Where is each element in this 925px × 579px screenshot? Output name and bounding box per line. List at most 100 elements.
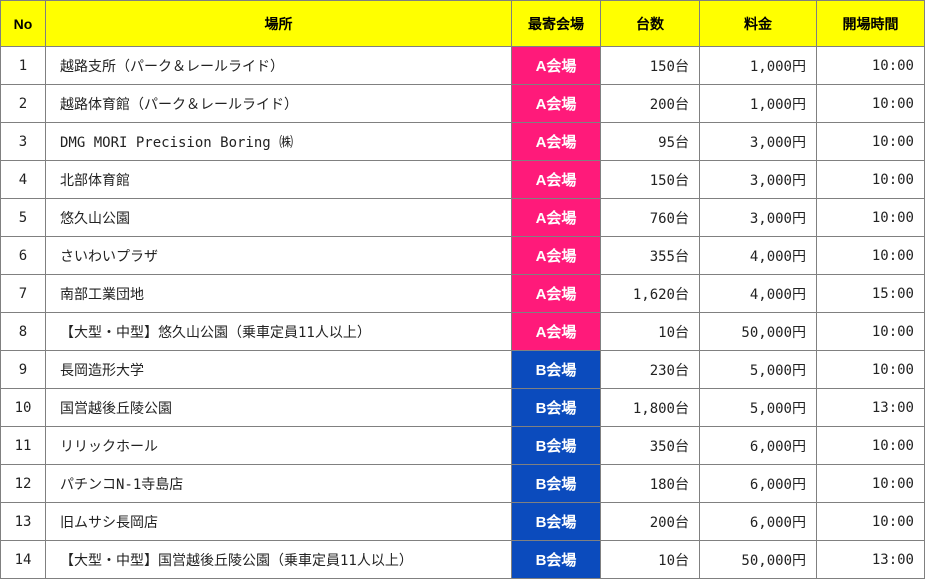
header-place: 場所 bbox=[45, 0, 512, 47]
row-no: 6 bbox=[0, 236, 46, 275]
table-row: 6 さいわいプラザ A会場 355台 4,000円 10:00 bbox=[0, 236, 925, 275]
row-fee: 4,000円 bbox=[699, 236, 817, 275]
table-row: 3 DMG MORI Precision Boring ㈱ A会場 95台 3,000円… bbox=[0, 122, 925, 161]
row-place: 悠久山公園 bbox=[45, 198, 512, 237]
row-no: 9 bbox=[0, 350, 46, 389]
table-row: 14 【大型・中型】国営越後丘陵公園（乗車定員11人以上） B会場 10台 50,000… bbox=[0, 540, 925, 579]
row-open-time: 10:00 bbox=[816, 350, 925, 389]
row-no: 4 bbox=[0, 160, 46, 199]
row-count: 10台 bbox=[600, 312, 700, 351]
row-no: 7 bbox=[0, 274, 46, 313]
row-open-time: 13:00 bbox=[816, 388, 925, 427]
table-row: 4 北部体育館 A会場 150台 3,000円 10:00 bbox=[0, 160, 925, 199]
row-venue-badge: A会場 bbox=[511, 160, 601, 199]
row-fee: 6,000円 bbox=[699, 426, 817, 465]
row-no: 10 bbox=[0, 388, 46, 427]
row-place: 【大型・中型】悠久山公園（乗車定員11人以上） bbox=[45, 312, 512, 351]
row-fee: 50,000円 bbox=[699, 312, 817, 351]
row-fee: 3,000円 bbox=[699, 122, 817, 161]
row-count: 230台 bbox=[600, 350, 700, 389]
row-count: 760台 bbox=[600, 198, 700, 237]
row-place: さいわいプラザ bbox=[45, 236, 512, 275]
row-open-time: 10:00 bbox=[816, 236, 925, 275]
table-row: 7 南部工業団地 A会場 1,620台 4,000円 15:00 bbox=[0, 274, 925, 313]
row-open-time: 10:00 bbox=[816, 160, 925, 199]
row-venue-badge: A会場 bbox=[511, 122, 601, 161]
row-place: 【大型・中型】国営越後丘陵公園（乗車定員11人以上） bbox=[45, 540, 512, 579]
row-count: 355台 bbox=[600, 236, 700, 275]
row-fee: 6,000円 bbox=[699, 464, 817, 503]
table-row: 9 長岡造形大学 B会場 230台 5,000円 10:00 bbox=[0, 350, 925, 389]
row-fee: 3,000円 bbox=[699, 198, 817, 237]
row-fee: 5,000円 bbox=[699, 388, 817, 427]
header-count: 台数 bbox=[600, 0, 700, 47]
row-no: 1 bbox=[0, 46, 46, 85]
row-no: 2 bbox=[0, 84, 46, 123]
row-place: 南部工業団地 bbox=[45, 274, 512, 313]
header-row: No 場所 最寄会場 台数 料金 開場時間 bbox=[0, 0, 925, 47]
row-count: 1,800台 bbox=[600, 388, 700, 427]
row-place: リリックホール bbox=[45, 426, 512, 465]
header-fee: 料金 bbox=[699, 0, 817, 47]
header-open-time: 開場時間 bbox=[816, 0, 925, 47]
row-no: 3 bbox=[0, 122, 46, 161]
row-place: 長岡造形大学 bbox=[45, 350, 512, 389]
row-venue-badge: B会場 bbox=[511, 502, 601, 541]
row-venue-badge: A会場 bbox=[511, 46, 601, 85]
header-venue: 最寄会場 bbox=[511, 0, 601, 47]
table-body: 1 越路支所（パーク＆レールライド） A会場 150台 1,000円 10:00 2 越路体育… bbox=[0, 46, 925, 579]
row-open-time: 10:00 bbox=[816, 502, 925, 541]
row-venue-badge: B会場 bbox=[511, 388, 601, 427]
row-count: 95台 bbox=[600, 122, 700, 161]
table-row: 8 【大型・中型】悠久山公園（乗車定員11人以上） A会場 10台 50,000円 10:… bbox=[0, 312, 925, 351]
row-place: 越路体育館（パーク＆レールライド） bbox=[45, 84, 512, 123]
row-no: 11 bbox=[0, 426, 46, 465]
row-fee: 50,000円 bbox=[699, 540, 817, 579]
row-count: 200台 bbox=[600, 84, 700, 123]
row-open-time: 15:00 bbox=[816, 274, 925, 313]
row-fee: 1,000円 bbox=[699, 46, 817, 85]
table-row: 13 旧ムサシ長岡店 B会場 200台 6,000円 10:00 bbox=[0, 502, 925, 541]
row-venue-badge: A会場 bbox=[511, 84, 601, 123]
row-open-time: 10:00 bbox=[816, 84, 925, 123]
table-row: 5 悠久山公園 A会場 760台 3,000円 10:00 bbox=[0, 198, 925, 237]
row-open-time: 10:00 bbox=[816, 312, 925, 351]
row-count: 200台 bbox=[600, 502, 700, 541]
row-open-time: 13:00 bbox=[816, 540, 925, 579]
table-row: 11 リリックホール B会場 350台 6,000円 10:00 bbox=[0, 426, 925, 465]
row-count: 350台 bbox=[600, 426, 700, 465]
row-count: 150台 bbox=[600, 160, 700, 199]
row-fee: 1,000円 bbox=[699, 84, 817, 123]
row-venue-badge: B会場 bbox=[511, 426, 601, 465]
table-row: 1 越路支所（パーク＆レールライド） A会場 150台 1,000円 10:00 bbox=[0, 46, 925, 85]
row-venue-badge: B会場 bbox=[511, 464, 601, 503]
row-venue-badge: A会場 bbox=[511, 312, 601, 351]
row-count: 150台 bbox=[600, 46, 700, 85]
row-no: 12 bbox=[0, 464, 46, 503]
table-row: 2 越路体育館（パーク＆レールライド） A会場 200台 1,000円 10:00 bbox=[0, 84, 925, 123]
row-venue-badge: A会場 bbox=[511, 236, 601, 275]
header-no: No bbox=[0, 0, 46, 47]
row-fee: 6,000円 bbox=[699, 502, 817, 541]
row-open-time: 10:00 bbox=[816, 46, 925, 85]
row-place: パチンコN-1寺島店 bbox=[45, 464, 512, 503]
row-no: 5 bbox=[0, 198, 46, 237]
row-venue-badge: B会場 bbox=[511, 540, 601, 579]
row-no: 13 bbox=[0, 502, 46, 541]
row-fee: 4,000円 bbox=[699, 274, 817, 313]
row-open-time: 10:00 bbox=[816, 122, 925, 161]
row-count: 180台 bbox=[600, 464, 700, 503]
row-venue-badge: A会場 bbox=[511, 198, 601, 237]
row-open-time: 10:00 bbox=[816, 464, 925, 503]
row-venue-badge: A会場 bbox=[511, 274, 601, 313]
row-place: 国営越後丘陵公園 bbox=[45, 388, 512, 427]
row-count: 10台 bbox=[600, 540, 700, 579]
row-place: 越路支所（パーク＆レールライド） bbox=[45, 46, 512, 85]
row-open-time: 10:00 bbox=[816, 198, 925, 237]
row-fee: 5,000円 bbox=[699, 350, 817, 389]
table-row: 12 パチンコN-1寺島店 B会場 180台 6,000円 10:00 bbox=[0, 464, 925, 503]
table-row: 10 国営越後丘陵公園 B会場 1,800台 5,000円 13:00 bbox=[0, 388, 925, 427]
row-place: 旧ムサシ長岡店 bbox=[45, 502, 512, 541]
row-no: 14 bbox=[0, 540, 46, 579]
